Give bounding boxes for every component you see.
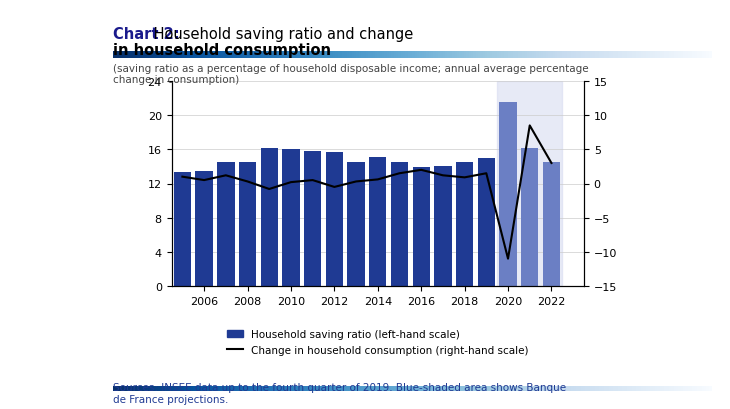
Bar xyxy=(434,167,452,286)
Bar xyxy=(196,171,212,286)
Bar xyxy=(283,150,299,286)
Text: Chart 2:: Chart 2: xyxy=(113,27,180,42)
Bar xyxy=(369,157,386,286)
Text: (saving ratio as a percentage of household disposable income; annual average per: (saving ratio as a percentage of househo… xyxy=(113,63,589,85)
Bar xyxy=(304,152,321,286)
Bar xyxy=(497,82,562,286)
Bar xyxy=(239,163,256,286)
Text: in household consumption: in household consumption xyxy=(113,43,331,58)
Bar xyxy=(347,163,365,286)
Legend: Household saving ratio (left-hand scale), Change in household consumption (right: Household saving ratio (left-hand scale)… xyxy=(223,325,533,359)
Bar xyxy=(499,103,517,286)
Text: Sources: INSEE data up to the fourth quarter of 2019. Blue-shaded area shows Ban: Sources: INSEE data up to the fourth qua… xyxy=(113,382,566,404)
Bar xyxy=(521,148,539,286)
Text: Household saving ratio and change: Household saving ratio and change xyxy=(150,27,414,42)
Bar xyxy=(326,153,343,286)
Bar xyxy=(261,149,278,286)
Bar xyxy=(412,168,430,286)
Bar xyxy=(477,158,495,286)
Bar xyxy=(456,163,473,286)
Bar xyxy=(542,163,560,286)
Bar xyxy=(391,163,408,286)
Bar xyxy=(217,163,234,286)
Bar xyxy=(174,172,191,286)
